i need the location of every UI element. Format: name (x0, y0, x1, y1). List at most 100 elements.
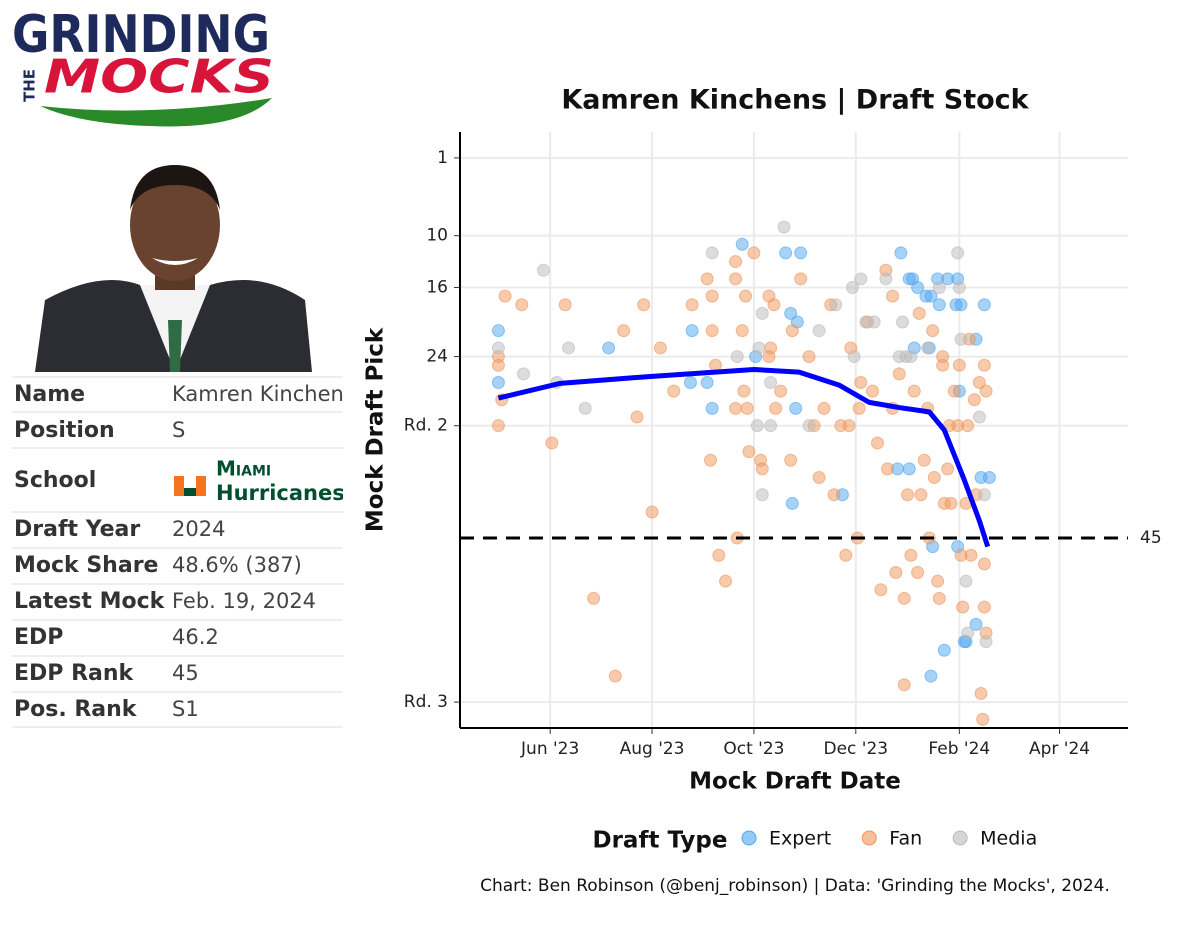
legend-swatch (861, 830, 877, 846)
row-value: S (172, 418, 185, 442)
school-logo: Miami Hurricanes (174, 457, 345, 505)
point (881, 462, 895, 476)
point (608, 669, 622, 683)
point (617, 324, 631, 338)
point (491, 375, 505, 389)
row-label: Position (14, 418, 115, 443)
point (951, 246, 965, 260)
row-label: Pos. Rank (14, 697, 138, 722)
point (817, 401, 831, 415)
point (637, 298, 651, 312)
point (774, 384, 788, 398)
point (729, 272, 743, 286)
y-tick-label: Rd. 3 (404, 692, 448, 712)
row-dividers (12, 376, 343, 728)
point (941, 462, 955, 476)
point (578, 401, 592, 415)
school-name: Miami (216, 457, 271, 481)
point (685, 324, 699, 338)
point (912, 306, 926, 320)
y-tick-label: 16 (426, 277, 448, 297)
legend-swatch (741, 830, 757, 846)
row-label: Name (14, 382, 85, 407)
point (700, 272, 714, 286)
point (932, 298, 946, 312)
point (921, 341, 935, 355)
point (964, 548, 978, 562)
point (924, 289, 938, 303)
point (827, 488, 841, 502)
row-value: 45 (172, 661, 199, 685)
point (705, 246, 719, 260)
point (685, 298, 699, 312)
y-tick-label: Rd. 2 (404, 416, 448, 436)
point (735, 237, 749, 251)
point (907, 384, 921, 398)
point (947, 384, 961, 398)
point (700, 375, 714, 389)
point (954, 298, 968, 312)
point (972, 410, 986, 424)
point (911, 566, 925, 580)
point (977, 358, 991, 372)
point (865, 384, 879, 398)
point (739, 289, 753, 303)
point (926, 324, 940, 338)
point (952, 280, 966, 294)
x-tick-label: Jun '23 (520, 739, 579, 759)
point (704, 453, 717, 467)
point (712, 548, 726, 562)
point (779, 246, 793, 260)
point (932, 280, 946, 294)
point (729, 255, 743, 269)
point (747, 246, 761, 260)
point (630, 410, 644, 424)
x-tick-label: Dec '23 (823, 739, 888, 759)
point (667, 384, 681, 398)
point (839, 548, 853, 562)
point (959, 574, 973, 588)
point (842, 419, 856, 433)
point (886, 289, 900, 303)
point (742, 445, 756, 459)
point (755, 488, 769, 502)
point (784, 453, 798, 467)
point (752, 341, 766, 355)
school-name: Hurricanes (216, 481, 345, 505)
point (498, 289, 512, 303)
point (491, 324, 505, 338)
point (902, 462, 916, 476)
point (705, 401, 719, 415)
row-value: 48.6% (387) (172, 553, 302, 577)
logo-line1: GRINDING (12, 5, 270, 65)
trend-line (497, 367, 991, 548)
point (515, 298, 529, 312)
point (982, 471, 996, 485)
point (683, 375, 697, 389)
point (917, 453, 931, 467)
point (829, 298, 843, 312)
legend-label: Fan (889, 828, 922, 850)
point (537, 263, 550, 277)
row-label: School (14, 468, 96, 493)
y-tick-label: 1 (437, 148, 448, 168)
point (974, 686, 988, 700)
y-tick-label: 24 (426, 347, 448, 367)
legend-title: Draft Type (593, 828, 728, 854)
point (867, 315, 881, 329)
point (794, 272, 808, 286)
point (491, 358, 505, 372)
row-value: Kamren Kinchens (172, 382, 355, 406)
point (755, 462, 769, 476)
player-photo (35, 165, 312, 372)
point (847, 350, 861, 364)
row-value: S1 (172, 697, 199, 721)
point (777, 220, 791, 234)
point (961, 419, 975, 433)
x-tick-label: Aug '23 (620, 739, 685, 759)
row-label: Draft Year (14, 517, 140, 542)
point (932, 591, 946, 605)
x-tick-label: Feb '24 (928, 739, 990, 759)
point (961, 626, 975, 640)
